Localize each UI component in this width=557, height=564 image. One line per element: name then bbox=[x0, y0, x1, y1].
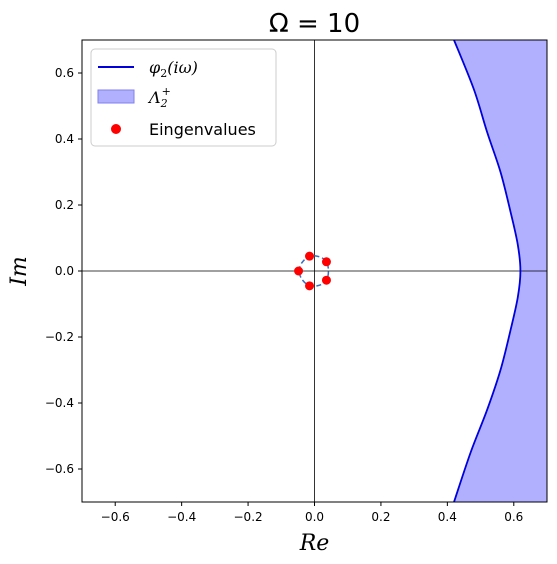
stability-region bbox=[454, 40, 547, 502]
y-tick-label: −0.6 bbox=[45, 462, 74, 476]
eigenvalue-point-0 bbox=[294, 266, 304, 276]
y-tick-label: 0.0 bbox=[55, 264, 74, 278]
legend-points-swatch bbox=[111, 124, 121, 134]
legend-region-sub: 2 bbox=[160, 97, 168, 110]
x-tick-label: −0.4 bbox=[167, 510, 196, 524]
chart-title: Ω = 10 bbox=[269, 9, 360, 39]
y-tick-label: −0.2 bbox=[45, 330, 74, 344]
legend: φ2(iω) Λ2+ Eingenvalues bbox=[90, 48, 277, 147]
legend-curve-arg: (iω) bbox=[167, 58, 198, 77]
legend-curve-base: φ bbox=[149, 58, 161, 77]
y-tick-label: 0.6 bbox=[55, 66, 74, 80]
x-tick-label: −0.6 bbox=[101, 510, 130, 524]
legend-region-label: Λ2+ bbox=[147, 85, 171, 110]
legend-region-base: Λ bbox=[147, 88, 161, 107]
legend-points-label: Eingenvalues bbox=[149, 120, 256, 139]
boundary-curve bbox=[453, 40, 522, 502]
x-tick-label: −0.2 bbox=[234, 510, 263, 524]
eigenvalue-point-1 bbox=[305, 251, 315, 261]
x-tick-label: 0.6 bbox=[504, 510, 523, 524]
plot-layer bbox=[82, 40, 547, 502]
eigenvalue-point-4 bbox=[305, 281, 315, 291]
x-axis-label: Re bbox=[299, 531, 330, 556]
legend-region-sup: + bbox=[162, 85, 171, 98]
y-tick-label: −0.4 bbox=[45, 396, 74, 410]
legend-curve-label: φ2(iω) bbox=[149, 58, 198, 80]
ticks-layer: −0.6 −0.4 −0.2 0.0 0.2 0.4 0.6 −0.6 −0.4 −0.2 0.0 0… bbox=[45, 66, 523, 524]
y-tick-label: 0.4 bbox=[55, 132, 74, 146]
x-tick-label: 0.0 bbox=[305, 510, 324, 524]
x-tick-label: 0.2 bbox=[371, 510, 390, 524]
legend-region-swatch bbox=[97, 89, 135, 104]
eigenvalue-point-2 bbox=[321, 257, 331, 267]
y-tick-label: 0.2 bbox=[55, 198, 74, 212]
legend-box bbox=[90, 48, 277, 147]
x-tick-label: 0.4 bbox=[438, 510, 457, 524]
eigenvalue-point-3 bbox=[321, 275, 331, 285]
y-axis-label: Im bbox=[7, 256, 32, 287]
legend-curve-sub: 2 bbox=[160, 67, 167, 80]
